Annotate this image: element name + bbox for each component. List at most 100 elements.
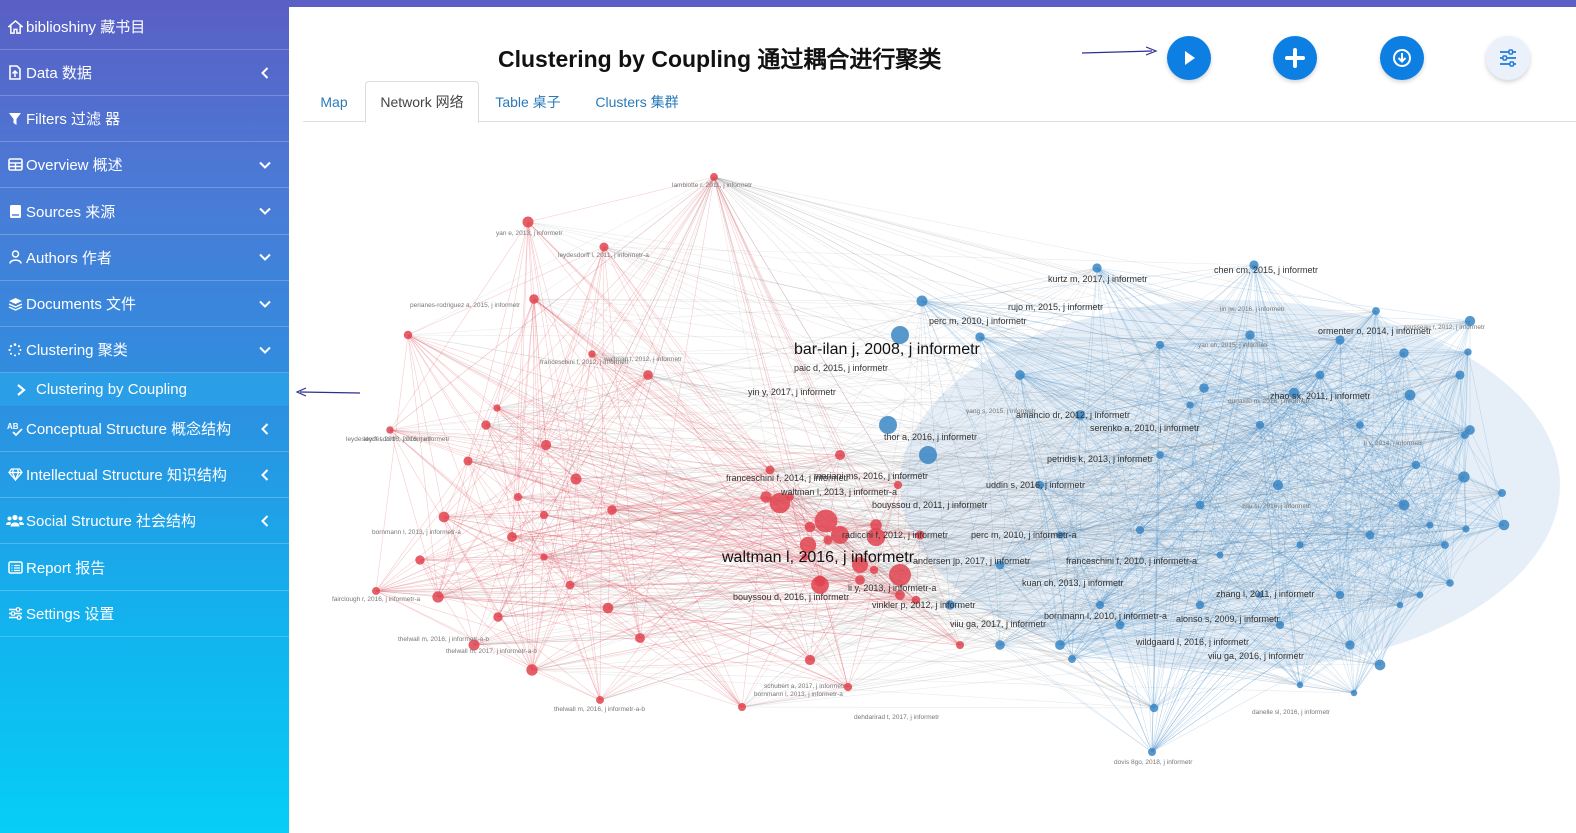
- blue-cluster-node: [1372, 307, 1380, 315]
- sidebar-item-label: Clustering 聚类: [26, 342, 128, 360]
- blue-cluster-node: [1365, 530, 1375, 540]
- blue-cluster-node: [1195, 600, 1205, 610]
- coupling-network[interactable]: bar-ilan j, 2008, j informetr waltman l, …: [300, 125, 1576, 833]
- red-cluster-node: [834, 449, 846, 461]
- blue-cluster-node: [1465, 425, 1475, 435]
- node-label: alonso s, 2009, j informetr: [1176, 614, 1280, 624]
- blue-cluster-node: [1411, 460, 1421, 470]
- node-label-small: zhu sr, 2016, j informetr: [1242, 503, 1311, 510]
- gem-icon: [6, 468, 24, 482]
- blue-cluster-node: [1249, 260, 1259, 270]
- network-canvas[interactable]: bar-ilan j, 2008, j informetr waltman l, …: [300, 125, 1576, 833]
- subitem-label: Clustering by Coupling: [36, 381, 187, 398]
- blue-cluster-node: [1335, 590, 1345, 600]
- tab-clusters[interactable]: Clusters 集群: [595, 93, 679, 110]
- red-hub-node: [811, 576, 829, 594]
- sidebar-item-data[interactable]: Data 数据: [0, 50, 289, 96]
- node-label: andersen jp, 2017, j informetr: [913, 556, 1030, 566]
- blue-cluster-node: [1095, 600, 1105, 610]
- blue-cluster-node: [1455, 370, 1465, 380]
- blue-cluster-node: [1404, 389, 1416, 401]
- red-cluster-node: [804, 654, 816, 666]
- filter-icon: [6, 112, 24, 126]
- red-cluster-node: [539, 510, 549, 520]
- blue-cluster-node: [1199, 383, 1209, 393]
- red-cluster-node: [386, 426, 394, 434]
- red-cluster-node: [588, 350, 596, 358]
- download-button[interactable]: [1380, 36, 1424, 80]
- blue-cluster-node: [1396, 601, 1404, 609]
- options-button[interactable]: [1486, 36, 1530, 80]
- network-edges: [375, 176, 1505, 753]
- sidebar-item-conceptual-structure[interactable]: AB Conceptual Structure 概念结构: [0, 406, 289, 452]
- blue-cluster-node: [1458, 471, 1470, 483]
- blue-cluster-node: [1135, 525, 1145, 535]
- red-cluster-node: [823, 535, 833, 545]
- red-cluster-node: [372, 587, 380, 595]
- tab-table[interactable]: Table 桌子: [495, 93, 561, 110]
- sidebar-subitem-clustering-by-coupling[interactable]: Clustering by Coupling: [0, 373, 289, 406]
- node-label: bornmann l, 2010, j informetr-a: [1044, 611, 1167, 621]
- node-label: perc m, 2010, j informetr: [929, 316, 1027, 326]
- blue-hub-node: [919, 446, 937, 464]
- sidebar-item-intellectual-structure[interactable]: Intellectual Structure 知识结构: [0, 452, 289, 499]
- blue-hub-node: [879, 416, 897, 434]
- blue-cluster-node: [1498, 489, 1506, 497]
- node-label: thor a, 2016, j informetr: [884, 432, 977, 442]
- red-cluster-node: [403, 330, 413, 340]
- sidebar-item-social-structure[interactable]: Social Structure 社会结构: [0, 498, 289, 545]
- red-cluster-node: [607, 505, 617, 515]
- user-icon: [6, 250, 24, 265]
- sidebar-item-sources[interactable]: Sources 来源: [0, 189, 289, 235]
- blue-cluster-node: [1416, 591, 1424, 599]
- node-label: ormenter o, 2014, j informetr: [1318, 326, 1432, 336]
- blue-cluster-node: [916, 295, 928, 307]
- sidebar-item-settings[interactable]: Settings 设置: [0, 591, 289, 637]
- sidebar-item-report[interactable]: Report 报告: [0, 545, 289, 591]
- home-icon: [6, 19, 24, 34]
- sidebar-item-label: Intellectual Structure 知识结构: [26, 467, 227, 485]
- node-label-small: lambiotte r, 2011, j informetr: [672, 182, 753, 189]
- node-label: chen cm, 2015, j informetr: [1214, 265, 1318, 275]
- blue-cluster-node: [1441, 541, 1449, 549]
- blue-cluster-node: [1275, 620, 1285, 630]
- chevron-down-icon: [259, 344, 271, 356]
- blue-cluster-node: [1156, 451, 1164, 459]
- node-label-small: dunaiski m, 2016, j informetr: [1228, 398, 1310, 405]
- sidebar-item-clustering[interactable]: Clustering 聚类: [0, 327, 289, 374]
- brand-label: biblioshiny 藏书目: [26, 19, 146, 36]
- node-label-small: yan e, 2013, j informetr: [496, 230, 563, 237]
- sidebar-item-label: Authors 作者: [26, 249, 112, 267]
- node-label: franceschini f, 2010, j informetr-a: [1066, 556, 1197, 566]
- blue-cluster-node: [1195, 500, 1205, 510]
- network-labels: bar-ilan j, 2008, j informetr waltman l, …: [332, 182, 1486, 766]
- node-label: radicchi f, 2012, j informetr: [842, 530, 948, 540]
- node-label-small: leydesdorff l, 2011, j informetr-a: [558, 252, 649, 259]
- red-cluster-node: [468, 639, 480, 651]
- blue-cluster-node: [1398, 499, 1410, 511]
- red-cluster-node: [895, 590, 905, 600]
- sidebar-item-overview[interactable]: Overview 概述: [0, 142, 289, 189]
- chevron-left-icon: [259, 66, 271, 79]
- annotation-arrow-left: [295, 387, 361, 397]
- sidebar-item-documents[interactable]: Documents 文件: [0, 281, 289, 327]
- node-label-small: dovis 8go, 2018, j informetr: [1114, 759, 1193, 766]
- sidebar-brand[interactable]: biblioshiny 藏书目: [0, 4, 289, 50]
- blue-cluster-node: [1256, 591, 1264, 599]
- tab-map[interactable]: Map: [320, 93, 348, 110]
- node-label: viiu ga, 2017, j informetr: [950, 619, 1046, 629]
- chevron-down-icon: [259, 205, 271, 217]
- red-cluster-node: [513, 492, 523, 502]
- node-label: waltman l, 2013, j informetr-a: [780, 487, 897, 497]
- red-cluster-node: [870, 519, 882, 531]
- blue-hub-node: [891, 326, 909, 344]
- blue-cluster-node: [1186, 401, 1194, 409]
- blue-cluster-node: [1296, 681, 1304, 689]
- blue-cluster-node: [1345, 640, 1355, 650]
- add-button[interactable]: [1273, 36, 1317, 80]
- sidebar-item-authors[interactable]: Authors 作者: [0, 235, 289, 281]
- run-button[interactable]: [1167, 36, 1211, 80]
- tab-network[interactable]: Network 网络: [365, 81, 479, 123]
- node-label: serenko a, 2010, j informetr: [1090, 423, 1200, 433]
- sidebar-item-filters[interactable]: Filters 过滤 器: [0, 96, 289, 143]
